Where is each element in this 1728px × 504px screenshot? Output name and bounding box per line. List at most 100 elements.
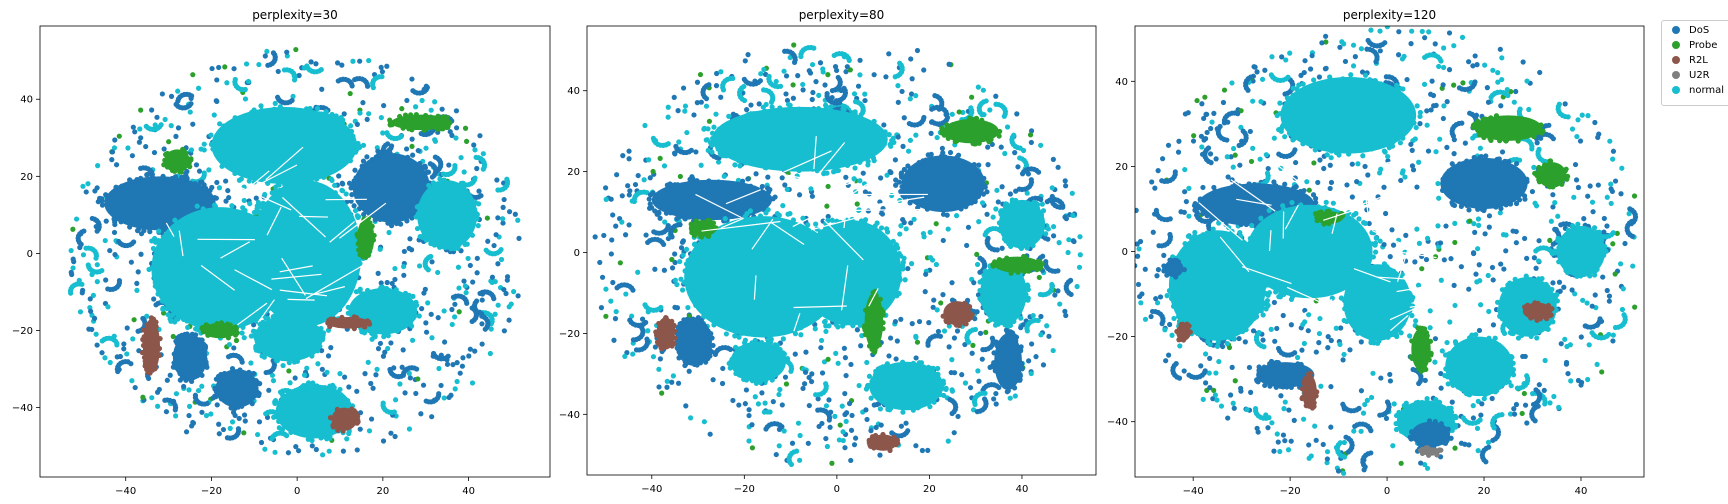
point-dos [971, 280, 977, 286]
point-normal [622, 353, 628, 359]
point-normal [934, 134, 940, 141]
point-normal [764, 341, 770, 347]
point-normal [815, 106, 822, 112]
point-dos [989, 335, 996, 341]
point-dos [967, 385, 974, 391]
point-dos [225, 354, 232, 360]
point-dos [977, 330, 984, 336]
strand-dos [352, 75, 371, 89]
point-normal [852, 222, 858, 228]
point-dos [655, 203, 661, 209]
point-dos [671, 94, 677, 100]
point-normal [299, 384, 306, 390]
point-dos [643, 319, 649, 326]
point-normal [839, 323, 846, 329]
point-dos [474, 255, 480, 261]
point-normal [217, 121, 223, 127]
point-dos [460, 355, 466, 361]
point-normal [247, 201, 253, 207]
point-dos [352, 167, 358, 173]
point-dos [420, 382, 427, 388]
point-normal [981, 272, 987, 278]
point-normal [682, 103, 689, 109]
point-dos [639, 316, 646, 322]
point-normal [780, 336, 786, 342]
point-normal [107, 359, 113, 366]
point-probe [140, 394, 146, 400]
point-normal [253, 343, 259, 349]
point-probe [356, 247, 362, 253]
point-dos [131, 239, 137, 245]
point-normal [664, 378, 670, 384]
point-normal [910, 407, 916, 413]
point-dos [476, 188, 482, 194]
point-normal [769, 104, 775, 110]
point-probe [970, 342, 976, 348]
point-dos [905, 428, 911, 434]
point-dos [351, 203, 357, 209]
point-normal [780, 203, 786, 209]
point-dos [438, 382, 444, 389]
point-normal [105, 304, 111, 310]
point-dos [832, 64, 839, 70]
point-normal [242, 96, 249, 102]
point-dos [1060, 204, 1066, 210]
point-dos [132, 384, 138, 391]
y-tick-label: 20 [20, 172, 33, 183]
point-r2l [880, 431, 886, 438]
point-dos [1025, 171, 1032, 177]
point-dos [223, 178, 229, 184]
point-probe [669, 256, 675, 263]
point-normal [900, 359, 906, 365]
point-dos [407, 236, 413, 242]
point-dos [610, 279, 616, 286]
point-dos [360, 158, 367, 164]
point-normal [916, 403, 923, 410]
point-dos [1050, 156, 1056, 162]
point-normal [348, 128, 355, 134]
point-dos [825, 213, 831, 220]
point-dos [963, 204, 969, 210]
point-normal [974, 261, 981, 268]
point-normal [309, 353, 315, 359]
point-r2l [325, 320, 331, 326]
point-normal [934, 374, 940, 380]
point-dos [767, 187, 773, 193]
point-normal [943, 386, 949, 392]
point-dos [773, 451, 779, 458]
point-normal [820, 66, 826, 72]
point-r2l [144, 366, 150, 373]
point-dos [1019, 171, 1026, 177]
point-dos [929, 106, 935, 112]
point-normal [613, 309, 619, 315]
gap-line [312, 286, 346, 296]
point-normal [858, 218, 865, 224]
point-dos [474, 270, 480, 276]
point-dos [92, 188, 98, 194]
point-normal [760, 104, 766, 110]
point-normal [158, 122, 164, 128]
point-dos [901, 219, 907, 226]
point-dos [772, 194, 778, 200]
point-r2l [871, 445, 877, 451]
point-dos [89, 215, 95, 222]
point-normal [938, 380, 944, 386]
point-dos [853, 435, 859, 441]
point-normal [857, 178, 863, 184]
point-dos [789, 440, 796, 446]
point-normal [977, 287, 983, 294]
point-normal [154, 266, 160, 272]
point-dos [898, 316, 904, 322]
point-dos [1046, 333, 1052, 339]
point-normal [1038, 142, 1044, 148]
point-normal [814, 168, 820, 174]
point-dos [745, 176, 751, 182]
point-normal [195, 327, 201, 333]
point-dos [652, 266, 658, 272]
point-dos [782, 182, 788, 188]
point-normal [796, 106, 802, 112]
x-tick-label: −40 [115, 486, 136, 497]
point-dos [375, 270, 381, 276]
point-probe [224, 321, 231, 327]
point-dos [632, 181, 639, 188]
